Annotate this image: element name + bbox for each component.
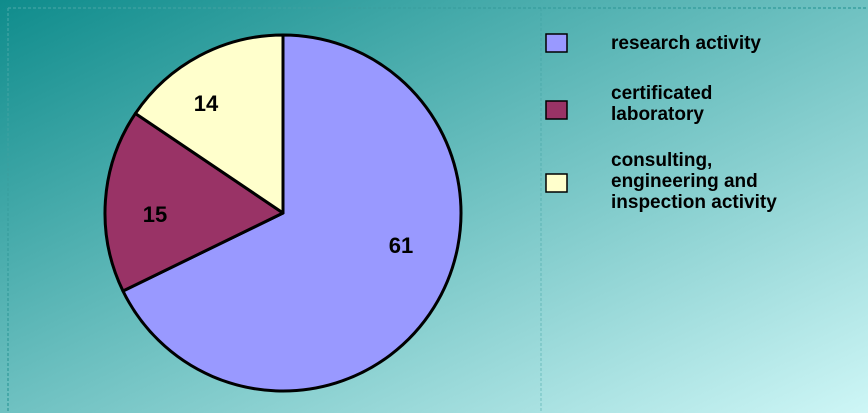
legend-label-line: research activity [611,33,761,54]
pie-data-labels: 61 15 14 [143,91,413,258]
legend-swatch-2 [545,100,568,120]
data-label-2: 15 [143,202,167,227]
legend-label-line: engineering and [611,171,758,192]
legend-label-line: certificated [611,83,712,104]
chart-frame [7,7,868,413]
data-label-1: 61 [389,233,413,258]
legend-label-1: research activity [611,33,761,54]
legend-label-line: inspection activity [611,192,777,213]
legend-label-2: certificated laboratory [611,83,712,125]
pie-slices [103,33,463,393]
pie-slice-1 [121,33,463,393]
legend-label-line: consulting, [611,150,712,171]
legend-label-3: consulting, engineering and inspection act… [611,150,777,213]
pie-slice-2 [103,111,285,293]
legend-swatch-1 [545,33,568,53]
data-label-3: 14 [194,91,219,116]
pie-slice-3 [133,33,285,215]
legend-label-line: laboratory [611,104,704,125]
legend-swatch-3 [545,173,568,193]
